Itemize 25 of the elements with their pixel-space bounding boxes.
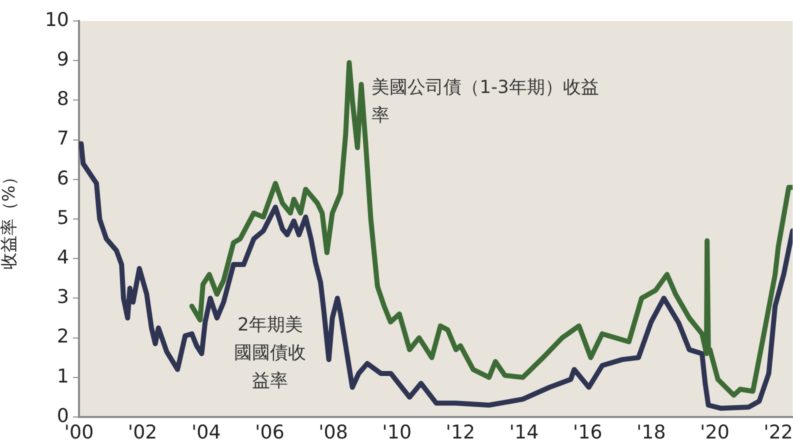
x-tick-label: '08 [318, 421, 348, 443]
x-tick-label: '22 [764, 421, 793, 443]
series-label: 美國公司債（1-3年期）收益率 [372, 76, 599, 126]
y-tick-label: 2 [56, 326, 69, 348]
y-tick-label: 3 [56, 286, 69, 308]
y-tick-label: 10 [44, 8, 69, 31]
x-tick-label: '04 [191, 421, 221, 443]
x-tick-label: '06 [255, 421, 284, 443]
x-tick-label: '16 [572, 421, 602, 443]
x-tick-label: '18 [636, 421, 666, 443]
series-label: 2年期美國國債收益率 [234, 314, 306, 392]
y-tick-label: 9 [56, 48, 69, 71]
y-tick-label: 8 [56, 88, 69, 110]
x-tick-label: '14 [509, 421, 539, 443]
y-tick-label: 6 [56, 167, 69, 190]
x-tick-label: '20 [700, 421, 730, 443]
y-tick-label: 1 [56, 365, 69, 388]
y-tick-label: 4 [56, 246, 69, 269]
x-tick-label: '00 [64, 421, 94, 443]
y-tick-label: 7 [56, 128, 69, 150]
x-tick-label: '10 [382, 421, 412, 443]
y-tick-label: 5 [56, 206, 69, 229]
x-tick-label: '02 [128, 421, 158, 443]
x-tick-label: '12 [446, 421, 476, 443]
y-axis-title: 收益率（%） [0, 168, 20, 270]
